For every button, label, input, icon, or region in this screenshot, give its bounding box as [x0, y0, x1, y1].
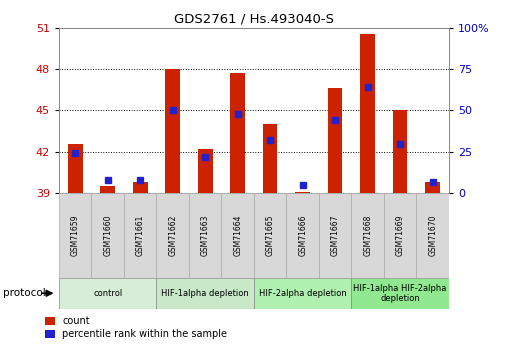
Text: HIF-1alpha HIF-2alpha
depletion: HIF-1alpha HIF-2alpha depletion [353, 284, 447, 303]
FancyBboxPatch shape [59, 278, 156, 309]
Text: HIF-2alpha depletion: HIF-2alpha depletion [259, 289, 347, 298]
Text: GSM71666: GSM71666 [298, 215, 307, 256]
FancyBboxPatch shape [384, 193, 417, 278]
FancyBboxPatch shape [417, 193, 449, 278]
Text: GDS2761 / Hs.493040-S: GDS2761 / Hs.493040-S [174, 12, 334, 25]
FancyBboxPatch shape [156, 278, 254, 309]
Bar [360, 34, 375, 193]
Text: GSM71665: GSM71665 [266, 215, 274, 256]
Bar [425, 182, 440, 193]
FancyBboxPatch shape [91, 193, 124, 278]
Text: GSM71670: GSM71670 [428, 215, 437, 256]
FancyBboxPatch shape [156, 193, 189, 278]
FancyBboxPatch shape [254, 278, 351, 309]
FancyBboxPatch shape [351, 278, 449, 309]
Text: GSM71668: GSM71668 [363, 215, 372, 256]
Text: control: control [93, 289, 123, 298]
FancyBboxPatch shape [254, 193, 286, 278]
Bar [68, 144, 83, 193]
Bar [230, 73, 245, 193]
Text: GSM71669: GSM71669 [396, 215, 405, 256]
Text: HIF-1alpha depletion: HIF-1alpha depletion [161, 289, 249, 298]
Text: GSM71663: GSM71663 [201, 215, 210, 256]
Bar [165, 69, 180, 193]
Text: GSM71660: GSM71660 [103, 215, 112, 256]
Text: GSM71661: GSM71661 [136, 215, 145, 256]
FancyBboxPatch shape [59, 193, 91, 278]
FancyBboxPatch shape [286, 193, 319, 278]
Text: GSM71659: GSM71659 [71, 215, 80, 256]
FancyBboxPatch shape [351, 193, 384, 278]
Text: protocol: protocol [3, 288, 45, 298]
FancyBboxPatch shape [189, 193, 222, 278]
FancyBboxPatch shape [319, 193, 351, 278]
Bar [328, 88, 343, 193]
Text: GSM71664: GSM71664 [233, 215, 242, 256]
Bar [263, 124, 278, 193]
Text: GSM71667: GSM71667 [331, 215, 340, 256]
Legend: count, percentile rank within the sample: count, percentile rank within the sample [41, 313, 231, 343]
Bar [393, 110, 407, 193]
Text: GSM71662: GSM71662 [168, 215, 177, 256]
Bar [101, 186, 115, 193]
Bar [295, 192, 310, 193]
Bar [133, 182, 148, 193]
FancyBboxPatch shape [124, 193, 156, 278]
FancyBboxPatch shape [222, 193, 254, 278]
Bar [198, 149, 212, 193]
